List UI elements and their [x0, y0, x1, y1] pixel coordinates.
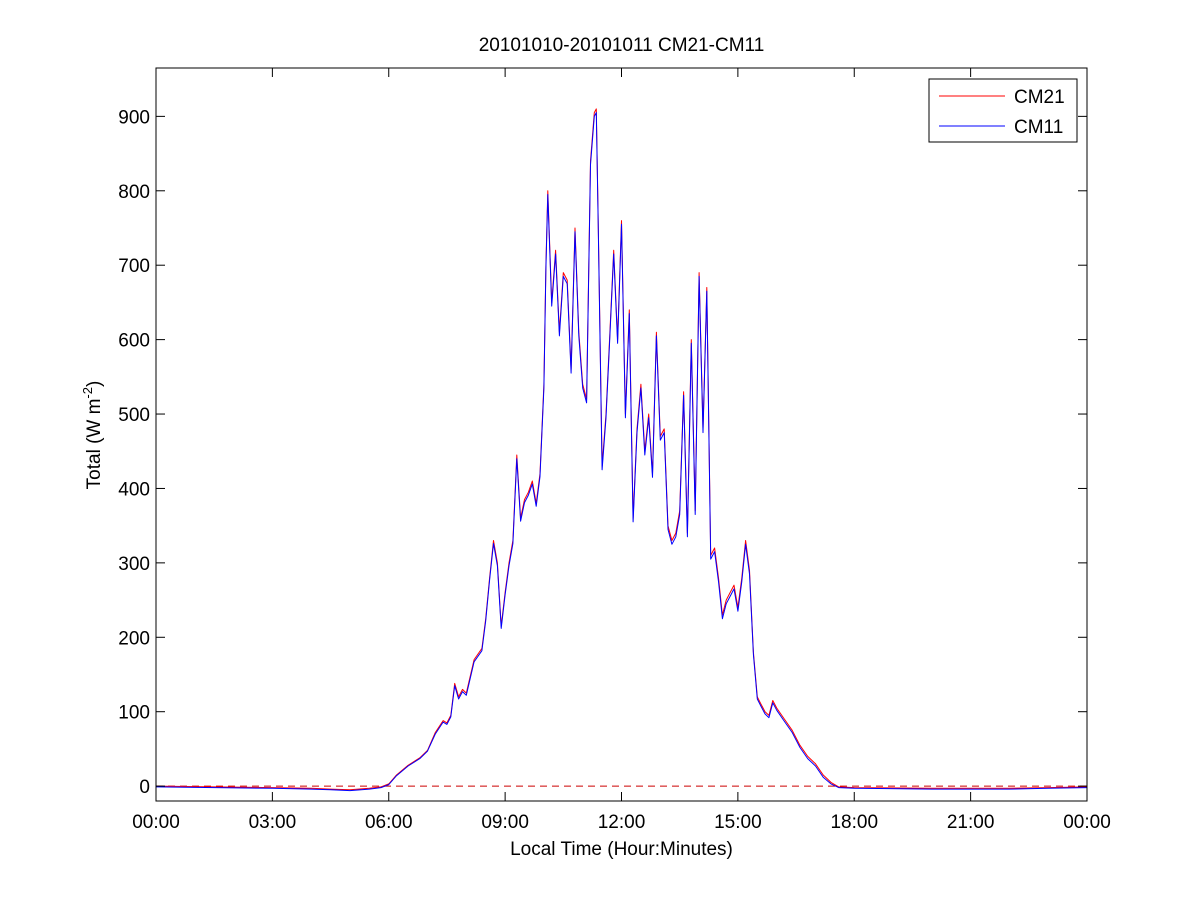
x-axis-ticks: 00:00 03:00 06:00 09:00 12:00 15:00 18:00 21:00… [132, 68, 1111, 833]
plot-area: 00:00 03:00 06:00 09:00 12:00 15:00 18:00 21:00… [118, 67, 1111, 833]
y-tick-label: 300 [118, 554, 150, 575]
y-axis-label-exponent: -2 [80, 387, 95, 399]
legend-label-cm21: CM21 [1014, 87, 1065, 108]
y-axis-label-main: Total (W m [84, 399, 105, 490]
y-tick-label: 100 [118, 703, 150, 724]
series-line-cm11 [155, 112, 1088, 792]
y-tick-label: 200 [118, 628, 150, 649]
x-tick-label: 09:00 [481, 812, 529, 833]
x-axis-label: Local Time (Hour:Minutes) [510, 839, 733, 860]
series-layer [155, 108, 1088, 792]
legend-label-cm11: CM11 [1014, 117, 1063, 138]
y-axis-label: Total (W m-2) [80, 381, 105, 490]
legend-box [928, 78, 1078, 143]
x-tick-label: 18:00 [830, 812, 878, 833]
x-tick-label: 03:00 [249, 812, 297, 833]
x-tick-label: 21:00 [947, 812, 995, 833]
y-tick-label: 500 [118, 405, 150, 426]
y-tick-label: 400 [118, 479, 150, 500]
x-tick-label: 00:00 [132, 812, 180, 833]
y-tick-label: 800 [118, 182, 150, 203]
y-axis-label-close: ) [84, 381, 105, 387]
chart-title: 20101010-20101011 CM21-CM11 [479, 35, 765, 56]
y-tick-label: 700 [118, 256, 150, 277]
x-tick-label: 12:00 [598, 812, 646, 833]
x-tick-label: 15:00 [714, 812, 762, 833]
x-tick-label: 06:00 [365, 812, 413, 833]
y-axis-ticks: 0 100 200 300 400 500 600 700 800 900 [118, 107, 1087, 798]
legend: CM21 CM11 [928, 78, 1078, 143]
y-tick-label: 900 [118, 107, 150, 128]
x-tick-label: 00:00 [1063, 812, 1111, 833]
y-tick-label: 0 [139, 777, 150, 798]
y-tick-label: 600 [118, 331, 150, 352]
